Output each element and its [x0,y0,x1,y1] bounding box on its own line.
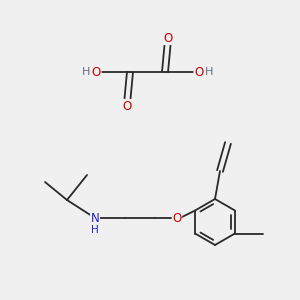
Text: O: O [172,212,182,224]
Text: O: O [92,65,101,79]
Text: H: H [82,67,90,77]
Text: O: O [164,32,172,44]
Text: H: H [205,67,213,77]
Text: H: H [91,225,99,235]
Text: O: O [122,100,132,112]
Text: N: N [91,212,99,224]
Text: O: O [194,65,203,79]
